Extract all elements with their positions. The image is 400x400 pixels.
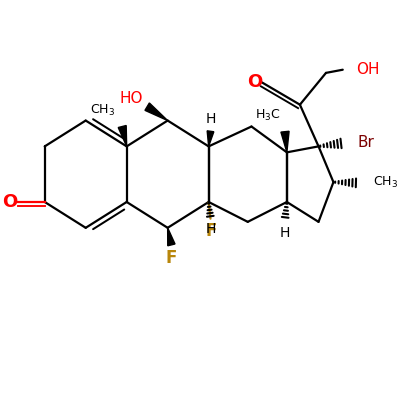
Text: CH$_3$: CH$_3$ xyxy=(90,103,115,118)
Text: F: F xyxy=(166,248,177,266)
Polygon shape xyxy=(145,103,168,120)
Text: H: H xyxy=(205,222,216,236)
Polygon shape xyxy=(168,228,175,246)
Text: OH: OH xyxy=(356,62,379,77)
Text: CH$_3$: CH$_3$ xyxy=(372,175,398,190)
Text: Br: Br xyxy=(358,135,374,150)
Text: H: H xyxy=(205,112,216,126)
Text: O: O xyxy=(2,193,17,211)
Polygon shape xyxy=(118,126,127,146)
Polygon shape xyxy=(281,131,289,152)
Text: H: H xyxy=(280,226,290,240)
Polygon shape xyxy=(207,131,214,146)
Text: F: F xyxy=(206,222,217,240)
Text: HO: HO xyxy=(119,91,143,106)
Text: H$_3$C: H$_3$C xyxy=(255,108,280,123)
Text: O: O xyxy=(247,73,262,91)
